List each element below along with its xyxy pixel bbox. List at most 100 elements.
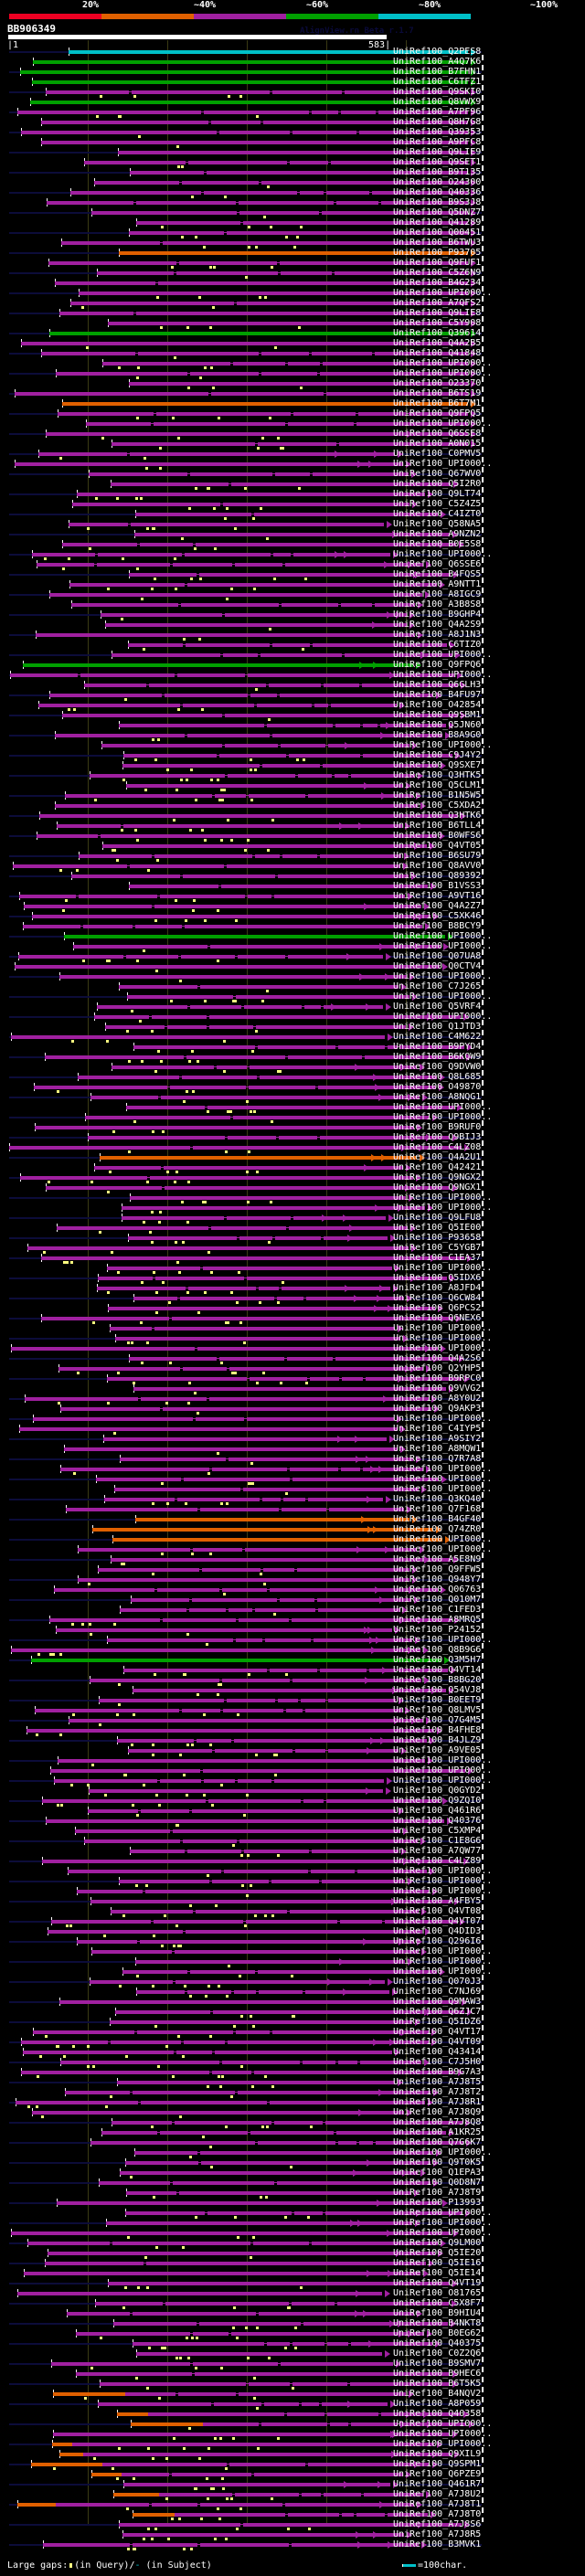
hit-row[interactable]: UniRef100_Q4VT05 xyxy=(0,841,585,852)
hit-label[interactable]: UniRef100_A7J8S6 xyxy=(393,2519,482,2529)
hit-row[interactable]: UniRef100_Q40376 xyxy=(0,1816,585,1827)
hit-label[interactable]: UniRef100_B4NKT8 xyxy=(393,2318,482,2328)
hit-row[interactable]: UniRef100_Q6NEX6 xyxy=(0,1313,585,1324)
hit-label[interactable]: UniRef100_B6TLL4 xyxy=(393,821,482,831)
hit-row[interactable]: UniRef100_B4GF40 xyxy=(0,1514,585,1525)
hit-label[interactable]: UniRef100_Q5DNZ7 xyxy=(393,207,482,217)
hit-label[interactable]: UniRef100_Q4A2S6 xyxy=(393,1353,482,1363)
hit-label[interactable]: UniRef100_UPI000.. xyxy=(393,670,493,680)
hit-label[interactable]: UniRef100_B6SU79 xyxy=(393,851,482,861)
hit-row[interactable]: UniRef100_A8IGC9 xyxy=(0,589,585,600)
hit-row[interactable]: UniRef100_A7J8Q8 xyxy=(0,2117,585,2128)
hit-label[interactable]: UniRef100_Q4VT19 xyxy=(393,2278,482,2288)
hit-label[interactable]: UniRef100_Q5IE00 xyxy=(393,1223,482,1233)
hit-row[interactable]: UniRef100_Q3M5H7 xyxy=(0,1655,585,1666)
hit-row[interactable]: UniRef100_C4IZT0 xyxy=(0,509,585,520)
hit-label[interactable]: UniRef100_Q5IE20 xyxy=(393,2248,482,2258)
hit-label[interactable]: UniRef100_UPI000.. xyxy=(393,549,493,559)
hit-row[interactable]: UniRef100_Q4VT07 xyxy=(0,1916,585,1927)
hit-row[interactable]: UniRef100_Q6SSE8 xyxy=(0,429,585,440)
hit-row[interactable]: UniRef100_Q9NGX1 xyxy=(0,1182,585,1193)
hit-label[interactable]: UniRef100_Q9SBM1 xyxy=(393,710,482,720)
hit-row[interactable]: UniRef100_Q5JN60 xyxy=(0,720,585,731)
hit-label[interactable]: UniRef100_Q39353 xyxy=(393,127,482,137)
hit-row[interactable]: UniRef100_Q4A2S6 xyxy=(0,1353,585,1364)
hit-row[interactable]: UniRef100_Q5IE16 xyxy=(0,2258,585,2269)
hit-row[interactable]: UniRef100_C5XDA2 xyxy=(0,800,585,811)
hit-label[interactable]: UniRef100_Q9LIE9 xyxy=(393,147,482,157)
hit-row[interactable]: UniRef100_Q3HTK5 xyxy=(0,770,585,781)
hit-row[interactable]: UniRef100_A3B8S8 xyxy=(0,599,585,610)
hit-label[interactable]: UniRef100_Q5VRF4 xyxy=(393,1002,482,1012)
hit-label[interactable]: UniRef100_C5XDA2 xyxy=(393,800,482,811)
hit-row[interactable]: UniRef100_Q4A2U1 xyxy=(0,1152,585,1163)
hit-label[interactable]: UniRef100_B9PYD4 xyxy=(393,1042,482,1052)
hit-label[interactable]: UniRef100_A9PFC8 xyxy=(393,137,482,147)
hit-label[interactable]: UniRef100_B9GHP4 xyxy=(393,610,482,620)
hit-row[interactable]: UniRef100_Q6PZE9 xyxy=(0,2469,585,2480)
hit-label[interactable]: UniRef100_P93705 xyxy=(393,248,482,258)
hit-label[interactable]: UniRef100_UPI000.. xyxy=(393,1946,493,1956)
hit-label[interactable]: UniRef100_Q5I2R0 xyxy=(393,479,482,489)
hit-label[interactable]: UniRef100_A3B8S8 xyxy=(393,599,482,610)
hit-label[interactable]: UniRef100_A4FBY5 xyxy=(393,1896,482,1906)
hit-row[interactable]: UniRef100_Q9SET1 xyxy=(0,157,585,168)
hit-row[interactable]: UniRef100_UPI000.. xyxy=(0,459,585,470)
hit-label[interactable]: UniRef100_Q4A2U1 xyxy=(393,1152,482,1162)
hit-row[interactable]: UniRef100_C1FED3 xyxy=(0,1605,585,1616)
hit-label[interactable]: UniRef100_UPI000.. xyxy=(393,1886,493,1896)
hit-row[interactable]: UniRef100_A7J8U2 xyxy=(0,2489,585,2500)
hit-row[interactable]: UniRef100_UPI000.. xyxy=(0,1544,585,1555)
hit-label[interactable]: UniRef100_UPI000.. xyxy=(393,971,493,981)
hit-row[interactable]: UniRef100_Q7F168 xyxy=(0,1504,585,1515)
hit-row[interactable]: UniRef100_B0E5S8 xyxy=(0,539,585,550)
hit-row[interactable]: UniRef100_B9RUF0 xyxy=(0,1122,585,1133)
hit-label[interactable]: UniRef100_UPI000.. xyxy=(393,991,493,1002)
hit-label[interactable]: UniRef100_UPI000.. xyxy=(393,1876,493,1886)
hit-row[interactable]: UniRef100_C5XMP4 xyxy=(0,1826,585,1837)
hit-row[interactable]: UniRef100_Q4VT09 xyxy=(0,2037,585,2048)
hit-row[interactable]: UniRef100_Q461R6 xyxy=(0,1806,585,1817)
hit-label[interactable]: UniRef100_B6TWU3 xyxy=(393,238,482,248)
hit-row[interactable]: UniRef100_Q8VWX9 xyxy=(0,97,585,108)
hit-row[interactable]: UniRef100_Q9SBM1 xyxy=(0,710,585,721)
hit-label[interactable]: UniRef100_Q8AVV0 xyxy=(393,861,482,871)
hit-label[interactable]: UniRef100_C5YGB7 xyxy=(393,1243,482,1253)
hit-row[interactable]: UniRef100_Q4DID3 xyxy=(0,1926,585,1937)
hit-label[interactable]: UniRef100_Q39614 xyxy=(393,328,482,338)
hit-label[interactable]: UniRef100_B4G234 xyxy=(393,278,482,288)
hit-row[interactable]: UniRef100_Q6PCS2 xyxy=(0,1303,585,1314)
hit-label[interactable]: UniRef100_B4JLZ9 xyxy=(393,1735,482,1745)
hit-label[interactable]: UniRef100_A7J8Q8 xyxy=(393,2117,482,2127)
hit-label[interactable]: UniRef100_Q8L685 xyxy=(393,1072,482,1082)
hit-row[interactable]: UniRef100_UPI000.. xyxy=(0,650,585,661)
hit-label[interactable]: UniRef100_C0PMV5 xyxy=(393,449,482,459)
hit-label[interactable]: UniRef100_A9NZN2 xyxy=(393,529,482,539)
hit-row[interactable]: UniRef100_Q2YHP5 xyxy=(0,1363,585,1374)
hit-row[interactable]: UniRef100_Q4VT19 xyxy=(0,2278,585,2289)
hit-label[interactable]: UniRef100_Q0D8N7 xyxy=(393,2178,482,2188)
hit-label[interactable]: UniRef100_A7QW77 xyxy=(393,1846,482,1856)
hit-label[interactable]: UniRef100_B9RPC0 xyxy=(393,1373,482,1383)
hit-row[interactable]: UniRef100_Q0GYD2 xyxy=(0,1786,585,1797)
hit-row[interactable]: UniRef100_Q5IDX6 xyxy=(0,1273,585,1284)
hit-label[interactable]: UniRef100_Q9NGX2 xyxy=(393,1172,482,1182)
hit-label[interactable]: UniRef100_UPI000.. xyxy=(393,1755,493,1765)
hit-label[interactable]: UniRef100_A7J8T2 xyxy=(393,2087,482,2097)
hit-row[interactable]: UniRef100_Q3KQ40 xyxy=(0,1494,585,1505)
hit-label[interactable]: UniRef100_Q0CTV4 xyxy=(393,961,482,971)
hit-row[interactable]: UniRef100_C9J4Y2 xyxy=(0,750,585,761)
hit-label[interactable]: UniRef100_C5XK46 xyxy=(393,911,482,921)
hit-row[interactable]: UniRef100_B9G7A3 xyxy=(0,2067,585,2078)
hit-row[interactable]: UniRef100_Q9XIL9 xyxy=(0,2449,585,2460)
hit-label[interactable]: UniRef100_UPI000.. xyxy=(393,1765,493,1776)
hit-label[interactable]: UniRef100_UPI000.. xyxy=(393,2439,493,2449)
hit-row[interactable]: UniRef100_A7J8T1 xyxy=(0,2499,585,2510)
hit-label[interactable]: UniRef100_UPI000.. xyxy=(393,2419,493,2429)
hit-label[interactable]: UniRef100_UPI000.. xyxy=(393,1012,493,1022)
hit-row[interactable]: UniRef100_UPI000.. xyxy=(0,358,585,369)
hit-label[interactable]: UniRef100_UPI000.. xyxy=(393,1544,493,1554)
hit-row[interactable]: UniRef100_UPI000.. xyxy=(0,931,585,942)
hit-row[interactable]: UniRef100_B8BCY9 xyxy=(0,921,585,932)
hit-label[interactable]: UniRef100_UPI000.. xyxy=(393,1635,493,1645)
